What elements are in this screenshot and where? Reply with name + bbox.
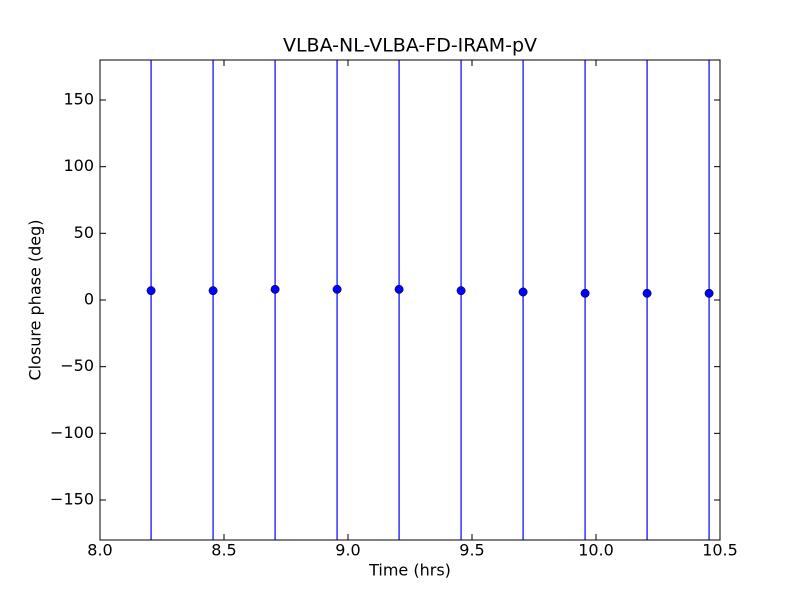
x-tick-label: 10.5	[702, 541, 738, 560]
y-tick-label: 100	[63, 156, 94, 175]
y-axis-label: Closure phase (deg)	[26, 219, 45, 380]
data-point	[704, 288, 714, 298]
y-tick-label: −150	[50, 490, 94, 509]
y-tick-label: 50	[74, 223, 94, 242]
data-point	[642, 288, 652, 298]
x-tick-label: 10.0	[578, 541, 614, 560]
x-tick-label: 9.5	[459, 541, 484, 560]
data-point	[580, 288, 590, 298]
y-tick-label: 150	[63, 90, 94, 109]
data-point	[332, 284, 342, 294]
data-point	[394, 284, 404, 294]
data-point	[456, 286, 466, 296]
data-point	[146, 286, 156, 296]
data-point	[208, 286, 218, 296]
y-tick-label: −100	[50, 423, 94, 442]
y-tick-label: −50	[60, 356, 94, 375]
chart-title: VLBA-NL-VLBA-FD-IRAM-pV	[283, 35, 537, 57]
x-axis-label: Time (hrs)	[368, 561, 451, 580]
x-tick-label: 9.0	[335, 541, 360, 560]
y-tick-label: 0	[84, 290, 94, 309]
x-tick-label: 8.0	[87, 541, 112, 560]
plot-area	[146, 60, 714, 540]
data-point	[518, 287, 528, 297]
x-tick-label: 8.5	[211, 541, 236, 560]
data-point	[270, 284, 280, 294]
